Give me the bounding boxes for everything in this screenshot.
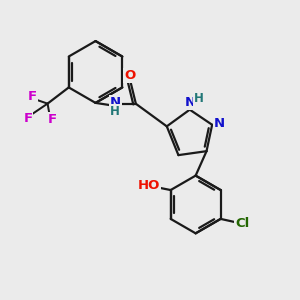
Text: H: H bbox=[110, 105, 120, 118]
Text: F: F bbox=[23, 112, 32, 125]
Text: N: N bbox=[214, 117, 225, 130]
Text: O: O bbox=[124, 69, 136, 82]
Text: F: F bbox=[28, 90, 37, 104]
Text: H: H bbox=[194, 92, 204, 105]
Text: F: F bbox=[47, 113, 56, 126]
Text: Cl: Cl bbox=[235, 217, 249, 230]
Text: HO: HO bbox=[137, 179, 160, 192]
Text: N: N bbox=[185, 96, 196, 109]
Text: N: N bbox=[110, 96, 121, 109]
